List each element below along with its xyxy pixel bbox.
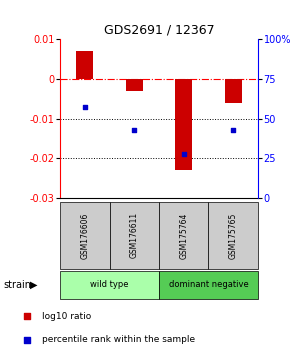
Point [25,337,29,343]
Text: GSM176606: GSM176606 [80,212,89,259]
Bar [159,271,258,299]
Bar [126,79,143,91]
Text: GSM176611: GSM176611 [130,212,139,258]
Text: wild type: wild type [90,280,129,290]
Point [25,313,29,319]
Point [231,127,236,133]
Text: ▶: ▶ [30,280,38,290]
Bar [159,202,208,269]
Bar [175,79,192,170]
Text: dominant negative: dominant negative [169,280,248,290]
Point [181,151,186,156]
Bar [208,202,258,269]
Text: GSM175765: GSM175765 [229,212,238,259]
Title: GDS2691 / 12367: GDS2691 / 12367 [104,23,214,36]
Text: log10 ratio: log10 ratio [42,312,91,321]
Text: percentile rank within the sample: percentile rank within the sample [42,336,195,344]
Point [82,105,87,110]
Bar [76,51,93,79]
Bar [110,202,159,269]
Text: strain: strain [3,280,31,290]
Bar [225,79,242,103]
Point [132,127,137,133]
Bar [60,271,159,299]
Bar [60,202,110,269]
Text: GSM175764: GSM175764 [179,212,188,259]
